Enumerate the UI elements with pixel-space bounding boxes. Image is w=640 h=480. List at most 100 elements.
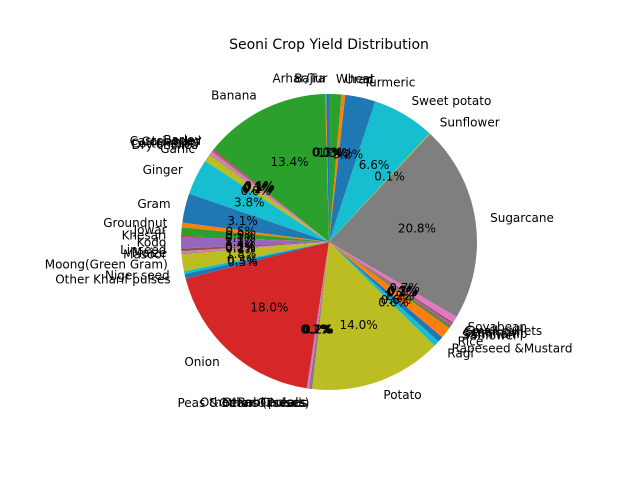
slice-percent-dry-chillies: 0.1% (242, 182, 273, 196)
pie-slices (181, 94, 478, 391)
pie-slice-onion (185, 242, 329, 389)
slice-percent-kodo: 1.2% (225, 235, 256, 249)
pie-percent-labels: 0.3%0.1%13.4%0.1%0.1%0.1%0.3%0.1%0.8%3.8… (225, 146, 436, 337)
slice-label-linseed: Linseed (120, 243, 166, 257)
slice-percent-sweet-potato: 6.6% (359, 158, 390, 172)
slice-percent-other-oilseeds: 0.1% (302, 323, 333, 337)
slice-label-other-kharif-pulses: Other Kharif pulses (55, 272, 170, 286)
pie-slice-peas-beans-pulses (310, 242, 329, 390)
slice-label-banana: Banana (211, 89, 257, 103)
slice-percent-maize: 0.2% (225, 241, 256, 255)
pie-slice-rice (329, 242, 450, 338)
slice-label-ginger: Ginger (143, 163, 183, 177)
pie-slice-maize (181, 242, 329, 254)
slice-label-other-oilseeds: Other Oilseeds (219, 396, 308, 410)
slice-label-niger-seed: Niger seed (105, 268, 170, 282)
pie-slice-ginger (189, 161, 329, 242)
slice-percent-safflower: 0.2% (386, 286, 417, 300)
pie-slice-groundnut (181, 222, 329, 242)
slice-percent-onion: 18.0% (250, 300, 288, 314)
slice-label-cotton-lint: Cotton(lint) (131, 136, 199, 150)
chart-title: Seoni Crop Yield Distribution (229, 37, 429, 53)
slice-percent-ragi: 0.6% (378, 296, 409, 310)
slice-percent-cotton-lint: 0.3% (243, 181, 274, 195)
slice-label-sugarcane: Sugarcane (490, 211, 554, 225)
pie-slice-khesari (181, 236, 329, 242)
slice-label-jowar: Jowar (133, 223, 167, 237)
pie-slice-wheat (329, 94, 342, 242)
slice-label-turmeric: Turmeric (363, 75, 416, 89)
slice-label-potato: Potato (383, 388, 421, 402)
pie-slice-banana (213, 94, 329, 242)
slice-percent-barley: 0.1% (244, 179, 275, 193)
pie-slice-soyabean (329, 242, 457, 323)
pie-slice-potato (312, 242, 435, 391)
pie-slice-castor-seed (212, 150, 329, 242)
slice-percent-other-kharif-pulses: 0.5% (227, 255, 258, 269)
slice-label-maize: Maize (132, 246, 167, 260)
slice-label-sweet-potato: Sweet potato (412, 94, 492, 108)
pie-slice-safflower (329, 242, 451, 329)
slice-percent-soyabean: 0.7% (389, 281, 420, 295)
pie-slice-turmeric (329, 94, 376, 243)
slice-label-moong-green-gram: Moong(Green Gram) (45, 257, 168, 271)
pie-slice-sugarcane (329, 133, 478, 317)
slice-label-coriander: Coriander (142, 135, 201, 149)
slice-percent-small-millets: 0.2% (388, 283, 419, 297)
slice-label-sannhamp: Sannhamp (463, 327, 527, 341)
slice-label-gram: Gram (137, 197, 170, 211)
slice-label-garlic: Garlic (160, 142, 195, 156)
slice-percent-niger-seed: 0.3% (227, 253, 258, 267)
slice-label-onion: Onion (184, 355, 219, 369)
slice-label-masoor: Masoor (123, 247, 167, 261)
slice-percent-sunflower: 0.1% (374, 170, 405, 184)
slice-label-other-rabi-pulses: Other Rabi pulses (200, 396, 307, 410)
slice-percent-moong-green-gram: 1.8% (226, 247, 257, 261)
slice-percent-wheat: 1.3% (317, 146, 348, 160)
pie-slice-kodo (181, 236, 329, 249)
pie-slice-gram (182, 193, 329, 242)
slice-label-barley: Barley (163, 133, 201, 147)
slice-percent-potato: 14.0% (340, 318, 378, 332)
pie-slice-other-oilseeds (309, 242, 329, 389)
pie-slice-other-cereals (306, 242, 329, 389)
slice-label-castor-seed: Castor seed (130, 134, 201, 148)
slice-percent-ginger: 3.8% (234, 195, 265, 209)
slice-percent-linseed: 0.3% (225, 239, 256, 253)
pie-slice-rapeseed-mustard (329, 242, 443, 342)
pie-slice-sannhamp (329, 242, 452, 327)
slice-label-bajra: Bajra (294, 72, 325, 86)
slice-percent-peas-beans-pulses: 0.2% (303, 323, 334, 337)
slice-percent-garlic: 0.8% (241, 184, 272, 198)
slice-label-kodo: Kodo (137, 235, 167, 249)
slice-label-khesari: Khesari (122, 228, 167, 242)
pie-slice-cotton-lint (210, 151, 329, 242)
slice-percent-rice: 1.2% (384, 289, 415, 303)
pie-slice-barley (212, 149, 329, 242)
pie-slice-urad (329, 94, 346, 242)
slice-percent-sannhamp: 0.1% (387, 285, 418, 299)
slice-percent-urad: 0.4% (322, 146, 353, 160)
slice-percent-castor-seed: 0.1% (244, 180, 275, 194)
slice-label-sesamum: Sesamum (464, 326, 524, 340)
slice-percent-gram: 3.1% (227, 214, 258, 228)
slice-label-dry-chillies: Dry chillies (132, 138, 198, 152)
slice-label-ragi: Ragi (447, 346, 473, 360)
slice-label-small-millets: Small millets (465, 324, 542, 338)
slice-percent-other-rabi-pulses: 0.2% (301, 322, 332, 336)
pie-slice-niger-seed (183, 242, 329, 275)
slice-label-rapeseed-mustard: Rapeseed &Mustard (452, 342, 573, 356)
slice-label-urad: Urad (345, 73, 374, 87)
pie-slice-jowar (181, 227, 329, 242)
pie-slice-garlic (205, 154, 329, 242)
slice-percent-bajra: 0.1% (312, 146, 343, 160)
slice-label-soyabean: Soyabean (468, 320, 527, 334)
pie-slice-dry-chillies (209, 153, 329, 242)
slice-percent-sesamum: 0.2% (387, 284, 418, 298)
slice-percent-groundnut: 0.5% (226, 224, 257, 238)
pie-slice-bajra (325, 94, 329, 242)
pie-slice-small-millets (329, 242, 454, 325)
